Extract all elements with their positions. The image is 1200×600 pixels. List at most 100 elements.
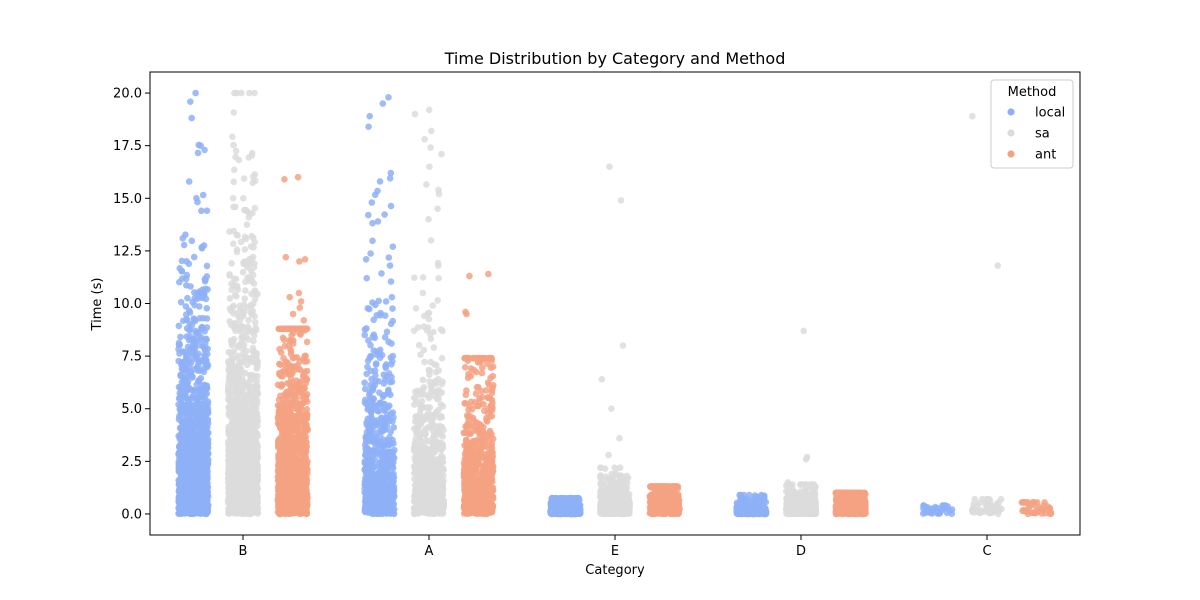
data-point-sa	[438, 354, 446, 362]
data-point-local	[389, 418, 396, 425]
data-point-sa	[245, 461, 253, 468]
data-point-sa	[234, 232, 241, 239]
data-point-sa	[246, 89, 253, 97]
data-point-local	[200, 381, 208, 389]
data-point-sa	[236, 302, 243, 310]
data-point-sa	[250, 348, 258, 356]
data-point-local	[175, 322, 183, 330]
data-point-local	[192, 89, 199, 97]
data-point-local	[372, 361, 380, 368]
data-point-sa	[249, 179, 256, 187]
data-point-local	[175, 401, 182, 408]
data-point-local	[177, 383, 184, 391]
data-point-sa	[253, 357, 261, 364]
data-point-sa	[231, 275, 238, 283]
data-point-local	[366, 112, 374, 120]
data-point-local	[204, 361, 212, 369]
data-point-sa	[415, 341, 423, 349]
data-point-local	[183, 333, 190, 340]
data-point-local	[183, 360, 190, 367]
data-point-local	[368, 199, 376, 206]
data-point-local	[204, 445, 211, 452]
data-point-local	[364, 406, 372, 413]
data-point-sa	[246, 277, 254, 285]
data-point-sa	[243, 347, 250, 355]
data-point-sa	[242, 287, 249, 294]
data-point-local	[183, 383, 191, 390]
data-point-local	[180, 241, 188, 249]
data-point-sa	[226, 271, 233, 278]
data-point-local	[198, 207, 205, 215]
data-point-local	[364, 445, 371, 452]
data-point-sa	[245, 503, 252, 511]
data-point-sa	[226, 295, 234, 302]
data-point-local	[361, 379, 368, 387]
data-point-local	[191, 387, 198, 394]
data-point-local	[182, 231, 189, 238]
data-point-local	[194, 450, 202, 457]
data-point-local	[198, 441, 206, 449]
data-point-local	[190, 341, 198, 348]
data-point-local	[184, 294, 191, 302]
data-point-sa	[242, 353, 250, 361]
data-point-local	[202, 335, 210, 343]
data-point-local	[368, 414, 375, 421]
data-point-local	[550, 499, 558, 506]
data-point-local	[387, 278, 395, 285]
data-point-local	[387, 391, 394, 399]
data-point-sa	[226, 390, 234, 397]
data-point-local	[376, 451, 383, 459]
data-point-local	[374, 218, 382, 225]
data-point-local	[373, 351, 380, 359]
data-point-local	[556, 494, 564, 502]
data-point-local	[365, 391, 373, 398]
data-point-local	[928, 510, 936, 517]
data-point-local	[382, 438, 390, 446]
data-point-sa	[251, 318, 259, 326]
data-point-local	[935, 509, 943, 517]
data-point-sa	[241, 295, 248, 302]
data-point-local	[740, 491, 748, 499]
data-point-sa	[229, 133, 236, 141]
data-point-local	[377, 484, 385, 491]
data-point-sa	[247, 451, 255, 459]
data-point-local	[181, 463, 188, 470]
data-point-sa	[227, 398, 234, 406]
data-point-local	[193, 295, 201, 303]
data-point-local	[187, 98, 194, 105]
data-point-sa	[235, 156, 243, 164]
data-point-local	[190, 253, 198, 261]
data-point-local	[374, 187, 381, 195]
data-point-local	[194, 364, 201, 371]
data-point-local	[381, 333, 389, 341]
data-point-local	[388, 293, 396, 301]
data-point-local	[368, 474, 375, 481]
data-point-sa	[237, 238, 245, 246]
data-point-sa	[230, 240, 237, 248]
data-point-local	[195, 409, 203, 416]
data-point-local	[565, 508, 573, 515]
data-point-sa	[242, 206, 250, 214]
data-point-local	[378, 270, 385, 277]
data-point-local	[379, 500, 387, 507]
data-point-local	[361, 507, 369, 515]
data-point-local	[379, 100, 387, 107]
data-point-local	[386, 262, 394, 269]
data-point-sa	[230, 109, 238, 116]
data-point-sa	[251, 204, 259, 212]
data-point-local	[367, 466, 375, 474]
data-point-local	[361, 331, 369, 339]
data-point-sa	[231, 496, 238, 503]
data-point-local	[380, 462, 388, 470]
data-point-local	[377, 399, 384, 407]
data-point-sa	[243, 484, 251, 492]
data-point-local	[192, 330, 200, 337]
data-point-local	[362, 255, 370, 263]
data-point-sa	[226, 509, 234, 516]
data-point-local	[365, 123, 372, 130]
data-point-local	[188, 114, 195, 122]
data-point-local	[188, 501, 195, 508]
data-point-sa	[245, 316, 252, 324]
data-point-local	[193, 482, 201, 490]
data-point-local	[389, 305, 396, 312]
